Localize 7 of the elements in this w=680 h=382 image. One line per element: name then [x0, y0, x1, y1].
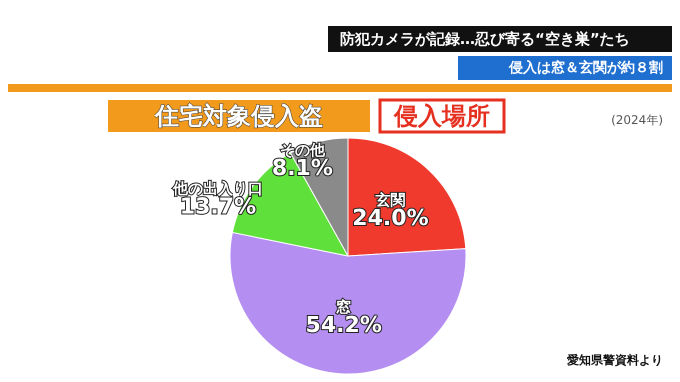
slice-label: 玄関 — [374, 190, 406, 209]
text: (2024年) — [611, 113, 663, 127]
text: 防犯カメラが記録…忍び寄る“空き巣”たち — [340, 30, 630, 48]
text: 侵入は窓＆玄関が約８割 — [508, 59, 663, 76]
text: 愛知県警資料より — [567, 353, 663, 367]
chart-subtitle: 侵入場所 — [393, 102, 490, 130]
chart-title: 住宅対象侵入盗 — [154, 102, 323, 130]
